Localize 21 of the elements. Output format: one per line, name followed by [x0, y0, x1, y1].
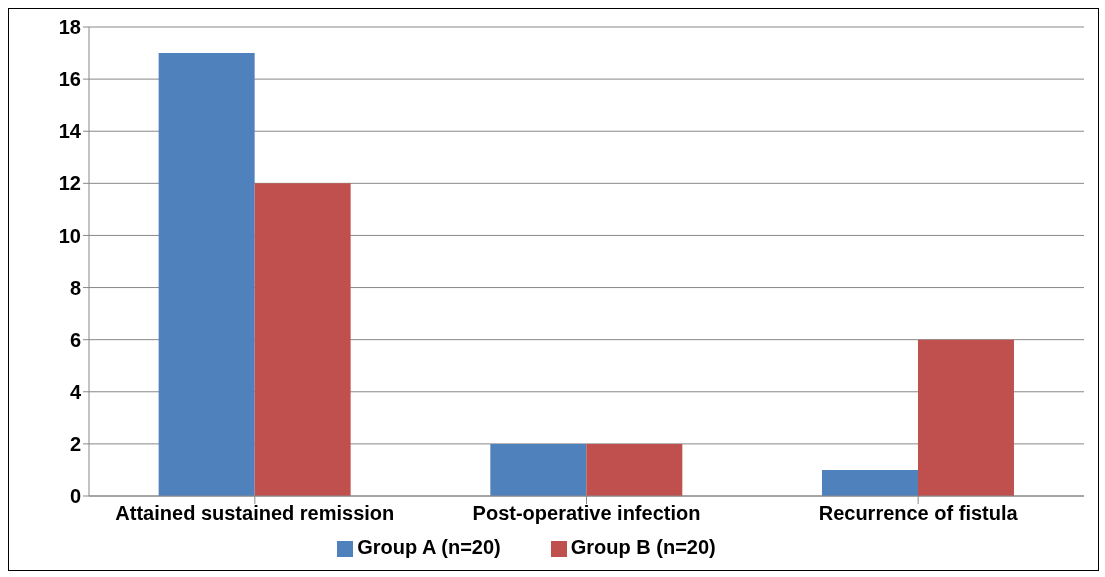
y-tick-label: 0: [69, 485, 81, 508]
y-tick-label: 6: [69, 328, 81, 351]
legend-label: Group A (n=20): [357, 536, 501, 558]
y-tick-label: 18: [58, 16, 81, 39]
bar: [254, 183, 351, 496]
y-tick-label: 12: [58, 172, 81, 195]
bar: [586, 443, 683, 496]
bar: [158, 53, 255, 496]
x-tick-label: Attained sustained remission: [115, 502, 395, 525]
y-tick-label: 8: [69, 276, 81, 299]
legend-label: Group B (n=20): [570, 536, 716, 558]
bar: [490, 443, 587, 496]
bar: [917, 339, 1014, 496]
y-tick-label: 10: [58, 224, 81, 247]
y-tick-label: 14: [58, 120, 82, 143]
y-tick-label: 2: [69, 432, 81, 455]
x-tick-label: Recurrence of fistula: [818, 502, 1019, 525]
x-tick-label: Post-operative infection: [472, 502, 701, 525]
bar: [821, 469, 918, 496]
y-tick-label: 16: [58, 68, 81, 91]
y-tick-label: 4: [69, 380, 82, 403]
